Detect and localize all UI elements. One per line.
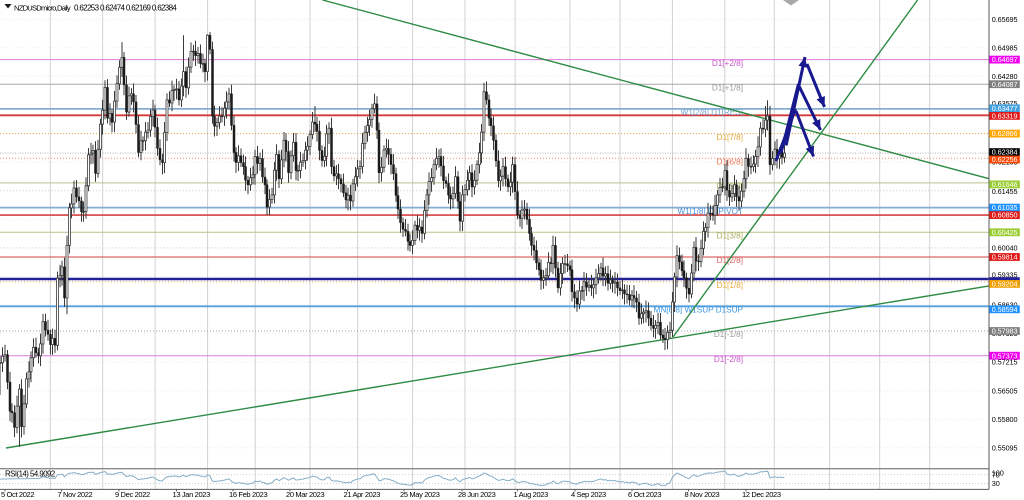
svg-text:0.59335: 0.59335 (992, 270, 1018, 279)
svg-text:D1[+2/8]: D1[+2/8] (712, 59, 743, 68)
svg-text:6 Oct 2023: 6 Oct 2023 (628, 490, 661, 499)
svg-text:0.59814: 0.59814 (992, 253, 1018, 262)
svg-text:D1[-2/8]: D1[-2/8] (714, 355, 743, 364)
svg-text:0.60425: 0.60425 (992, 228, 1018, 237)
svg-text:12 Dec 2023: 12 Dec 2023 (742, 490, 781, 499)
svg-text:4 Sep 2023: 4 Sep 2023 (571, 490, 606, 499)
svg-text:0.57373: 0.57373 (992, 351, 1018, 360)
svg-text:0.63477: 0.63477 (992, 104, 1018, 113)
svg-text:13 Jan 2023: 13 Jan 2023 (173, 490, 211, 499)
svg-text:0.64280: 0.64280 (992, 72, 1018, 81)
svg-text:RSI(14) 54.9092: RSI(14) 54.9092 (5, 470, 55, 479)
svg-text:0.63575: 0.63575 (992, 99, 1018, 108)
svg-text:0.58594: 0.58594 (992, 305, 1018, 314)
svg-text:0.57215: 0.57215 (992, 358, 1018, 367)
svg-text:7 Nov 2022: 7 Nov 2022 (58, 490, 93, 499)
svg-text:0.62256: 0.62256 (992, 155, 1018, 164)
svg-text:0.56505: 0.56505 (992, 386, 1018, 395)
svg-text:5 Oct 2022: 5 Oct 2022 (1, 490, 34, 499)
svg-text:0.61035: 0.61035 (992, 203, 1018, 212)
svg-text:30: 30 (992, 479, 1000, 488)
svg-text:0.59204: 0.59204 (992, 280, 1018, 289)
svg-text:16 Feb 2023: 16 Feb 2023 (229, 490, 267, 499)
svg-text:D1[-1/8]: D1[-1/8] (714, 330, 743, 339)
svg-text:0.62866: 0.62866 (992, 129, 1018, 138)
svg-text:NZDUSDmicro,Daily: NZDUSDmicro,Daily (14, 4, 71, 13)
svg-text:D1[1/8]: D1[1/8] (717, 281, 743, 290)
svg-text:0.55800: 0.55800 (992, 415, 1018, 424)
svg-text:100: 100 (992, 469, 1004, 478)
svg-text:D1[6/8]: D1[6/8] (717, 158, 743, 167)
svg-text:D1[+1/8]: D1[+1/8] (712, 83, 743, 92)
svg-text:9 Dec 2022: 9 Dec 2022 (115, 490, 150, 499)
svg-text:8 Nov 2023: 8 Nov 2023 (685, 490, 720, 499)
svg-text:28 Jun 2023: 28 Jun 2023 (458, 490, 496, 499)
svg-text:0.65695: 0.65695 (992, 15, 1018, 24)
svg-text:0.63319: 0.63319 (992, 112, 1018, 121)
svg-text:MN[6/8] W1SUP D1SUP: MN[6/8] W1SUP D1SUP (654, 306, 744, 315)
svg-text:0.61646: 0.61646 (992, 180, 1018, 189)
svg-text:0.64985: 0.64985 (992, 44, 1018, 53)
svg-text:0.60850: 0.60850 (992, 211, 1018, 220)
svg-text:70: 70 (992, 471, 1000, 480)
svg-text:0.60040: 0.60040 (992, 244, 1018, 253)
svg-text:21 Apr 2023: 21 Apr 2023 (344, 490, 381, 499)
svg-text:0.62384: 0.62384 (992, 148, 1018, 157)
svg-text:0.58630: 0.58630 (992, 301, 1018, 310)
svg-text:20 Mar 2023: 20 Mar 2023 (286, 490, 324, 499)
svg-text:0.61455: 0.61455 (992, 187, 1018, 196)
svg-text:0.64697: 0.64697 (992, 55, 1018, 64)
svg-text:0.64087: 0.64087 (992, 80, 1018, 89)
svg-text:D1[2/8]: D1[2/8] (717, 256, 743, 265)
svg-text:W1[2/8] D1[RES]: W1[2/8] D1[RES] (681, 108, 743, 117)
svg-text:25 May 2023: 25 May 2023 (400, 490, 440, 499)
svg-text:D1[7/8]: D1[7/8] (717, 133, 743, 142)
svg-text:0.57983: 0.57983 (992, 327, 1018, 336)
svg-text:0.62253 0.62474 0.62169 0.6238: 0.62253 0.62474 0.62169 0.62384 (74, 4, 177, 13)
svg-text:D1[3/8]: D1[3/8] (717, 232, 743, 241)
svg-text:1 Aug 2023: 1 Aug 2023 (514, 490, 549, 499)
svg-text:0.55095: 0.55095 (992, 443, 1018, 452)
